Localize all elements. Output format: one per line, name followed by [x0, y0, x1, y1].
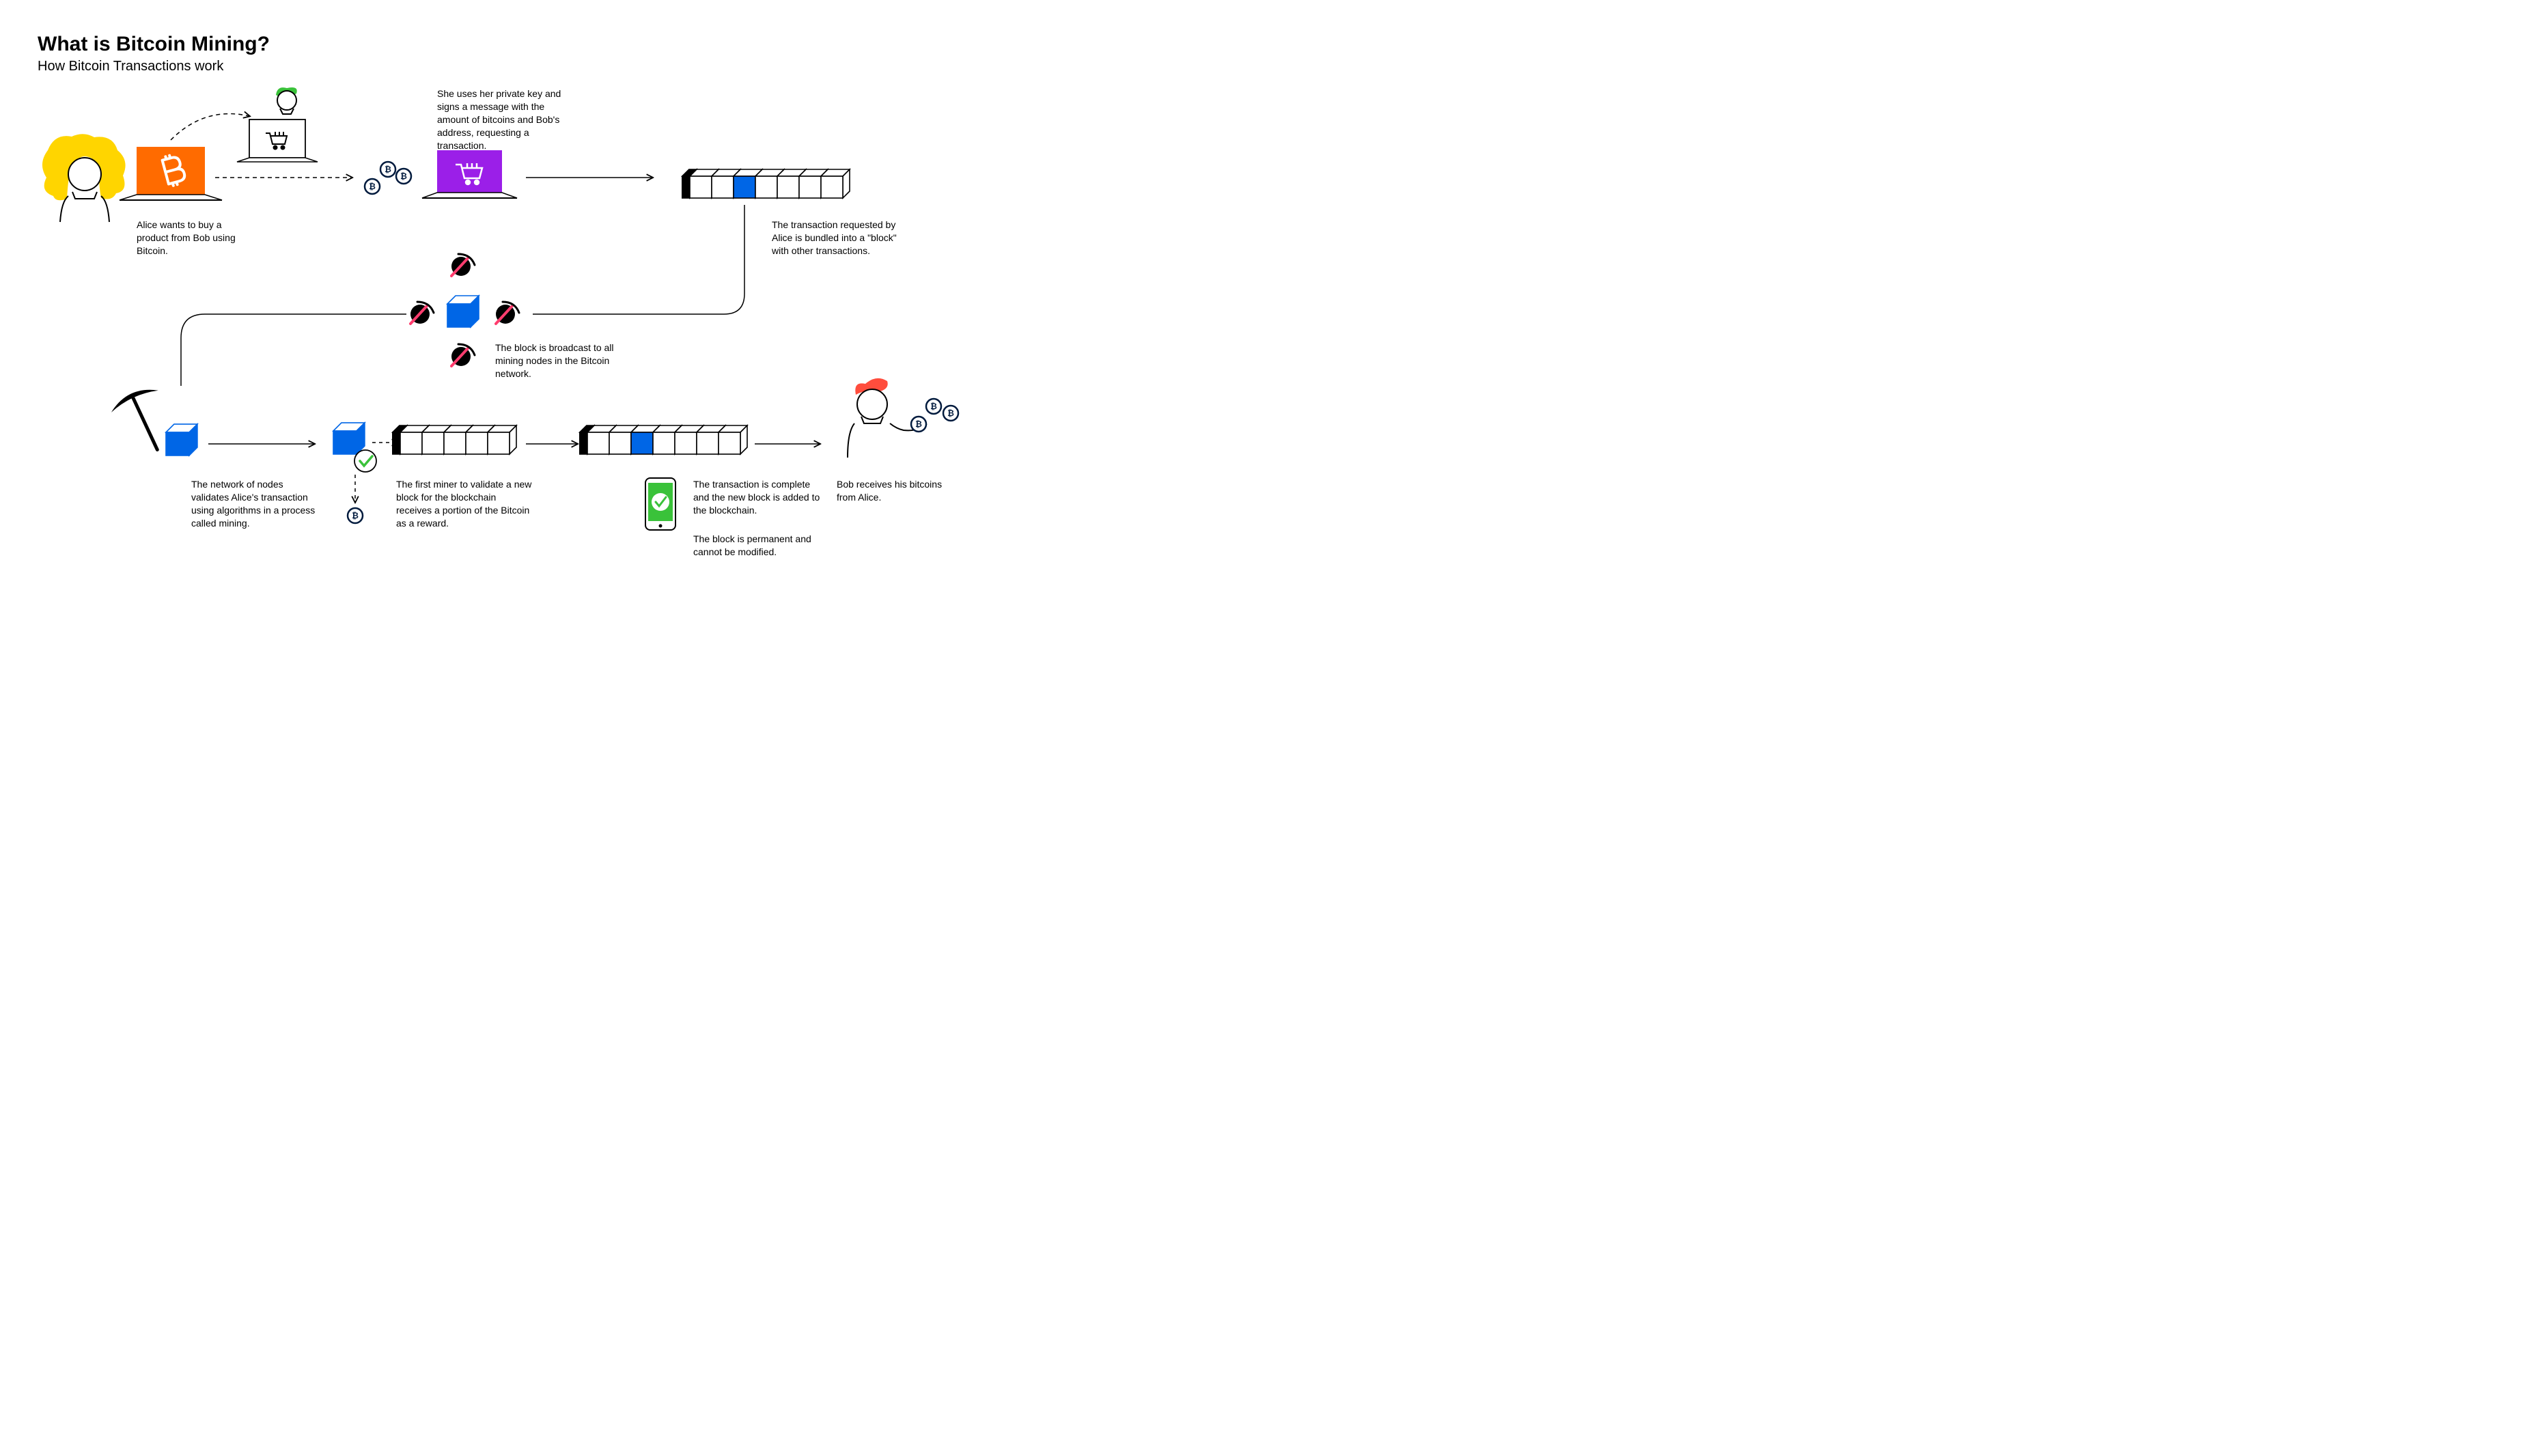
blockchain-top	[682, 169, 850, 198]
bob-store-laptop-icon	[237, 87, 318, 162]
bob-icon	[848, 378, 927, 458]
caption-step1: Alice wants to buy a product from Bob us…	[137, 219, 253, 257]
pickaxe-icon	[108, 382, 181, 460]
blue-cube-validate	[166, 424, 197, 456]
caption-step7b: The block is permanent and cannot be mod…	[693, 533, 823, 559]
arrow-blockchain-to-miners	[533, 205, 744, 314]
bitcoin-coins-icon: ₿ ₿ ₿	[365, 162, 411, 194]
check-circle-icon	[354, 450, 376, 472]
page-title: What is Bitcoin Mining?	[38, 33, 270, 56]
blockchain-bottom-right	[580, 425, 747, 454]
svg-text:₿: ₿	[369, 182, 376, 191]
alice-icon	[42, 134, 126, 222]
page-subtitle: How Bitcoin Transactions work	[38, 59, 223, 74]
alice-laptop-icon	[120, 147, 222, 200]
caption-step6: The first miner to validate a new block …	[396, 478, 533, 530]
caption-step4: The block is broadcast to all mining nod…	[495, 341, 618, 380]
svg-text:₿: ₿	[947, 408, 954, 418]
svg-text:₿: ₿	[385, 165, 391, 174]
phone-check-icon	[645, 478, 675, 530]
svg-text:₿: ₿	[915, 419, 922, 429]
svg-text:₿: ₿	[930, 402, 937, 411]
svg-text:₿: ₿	[352, 511, 359, 520]
caption-step5: The network of nodes validates Alice's t…	[191, 478, 321, 530]
caption-step8: Bob receives his bitcoins from Alice.	[837, 478, 953, 504]
blockchain-bottom-left	[393, 425, 516, 454]
caption-step7a: The transaction is complete and the new …	[693, 478, 823, 517]
bob-coins-icon: ₿ ₿ ₿	[911, 399, 958, 432]
svg-text:₿: ₿	[400, 171, 407, 181]
arrow-miners-to-mining	[181, 314, 406, 386]
caption-step3: The transaction requested by Alice is bu…	[772, 219, 908, 257]
arrow-alice-to-bob-store	[171, 114, 249, 140]
caption-step2: She uses her private key and signs a mes…	[437, 87, 574, 152]
bitcoin-reward-icon: ₿	[348, 508, 363, 523]
purple-laptop-icon	[422, 150, 517, 198]
blue-cube-check	[333, 423, 365, 454]
